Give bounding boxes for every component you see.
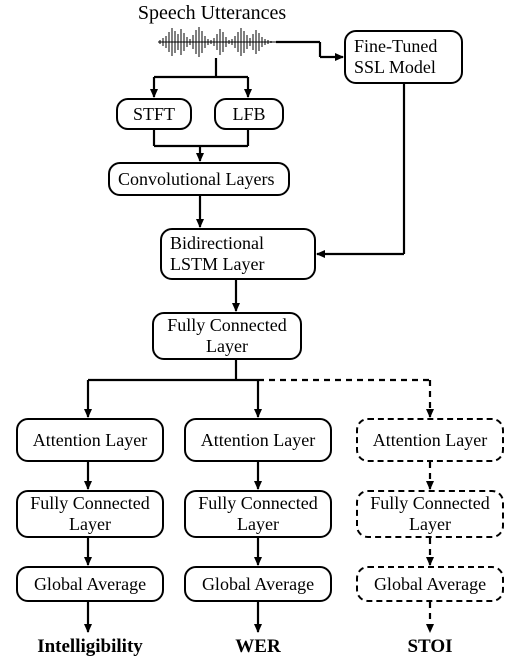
node-ga1: Global Average bbox=[16, 566, 164, 602]
node-att3: Attention Layer bbox=[356, 418, 504, 462]
output-text: WER bbox=[235, 636, 280, 657]
node-label: Attention Layer bbox=[373, 430, 487, 451]
node-label: Global Average bbox=[202, 574, 314, 595]
node-fc0: Fully ConnectedLayer bbox=[152, 312, 302, 360]
node-conv: Convolutional Layers bbox=[108, 162, 290, 196]
node-fc2: Fully ConnectedLayer bbox=[184, 490, 332, 538]
node-fc3: Fully ConnectedLayer bbox=[356, 490, 504, 538]
node-lstm: BidirectionalLSTM Layer bbox=[160, 228, 316, 280]
node-label: Attention Layer bbox=[33, 430, 147, 451]
diagram-title: Speech Utterances bbox=[112, 2, 312, 25]
node-label: Global Average bbox=[374, 574, 486, 595]
output-text: Intelligibility bbox=[37, 636, 143, 657]
node-stft: STFT bbox=[116, 98, 192, 130]
node-ga2: Global Average bbox=[184, 566, 332, 602]
node-lfb: LFB bbox=[214, 98, 284, 130]
node-label: Fully ConnectedLayer bbox=[198, 493, 318, 534]
output-wer: WER bbox=[184, 636, 332, 658]
output-text: STOI bbox=[407, 636, 452, 657]
node-att1: Attention Layer bbox=[16, 418, 164, 462]
node-label: Fully ConnectedLayer bbox=[167, 315, 287, 356]
node-ga3: Global Average bbox=[356, 566, 504, 602]
output-intelligibility: Intelligibility bbox=[16, 636, 164, 658]
node-label: Attention Layer bbox=[201, 430, 315, 451]
title-text: Speech Utterances bbox=[138, 2, 286, 24]
node-fc1: Fully ConnectedLayer bbox=[16, 490, 164, 538]
node-label: BidirectionalLSTM Layer bbox=[170, 233, 264, 274]
node-label: Global Average bbox=[34, 574, 146, 595]
node-label: LFB bbox=[232, 104, 265, 125]
node-label: Fully ConnectedLayer bbox=[370, 493, 490, 534]
node-label: Fine-TunedSSL Model bbox=[354, 36, 437, 77]
node-label: STFT bbox=[133, 104, 175, 125]
waveform-icon bbox=[158, 26, 276, 58]
node-ssl: Fine-TunedSSL Model bbox=[344, 30, 463, 84]
output-stoi: STOI bbox=[356, 636, 504, 658]
node-label: Fully ConnectedLayer bbox=[30, 493, 150, 534]
node-label: Convolutional Layers bbox=[118, 169, 274, 190]
node-att2: Attention Layer bbox=[184, 418, 332, 462]
